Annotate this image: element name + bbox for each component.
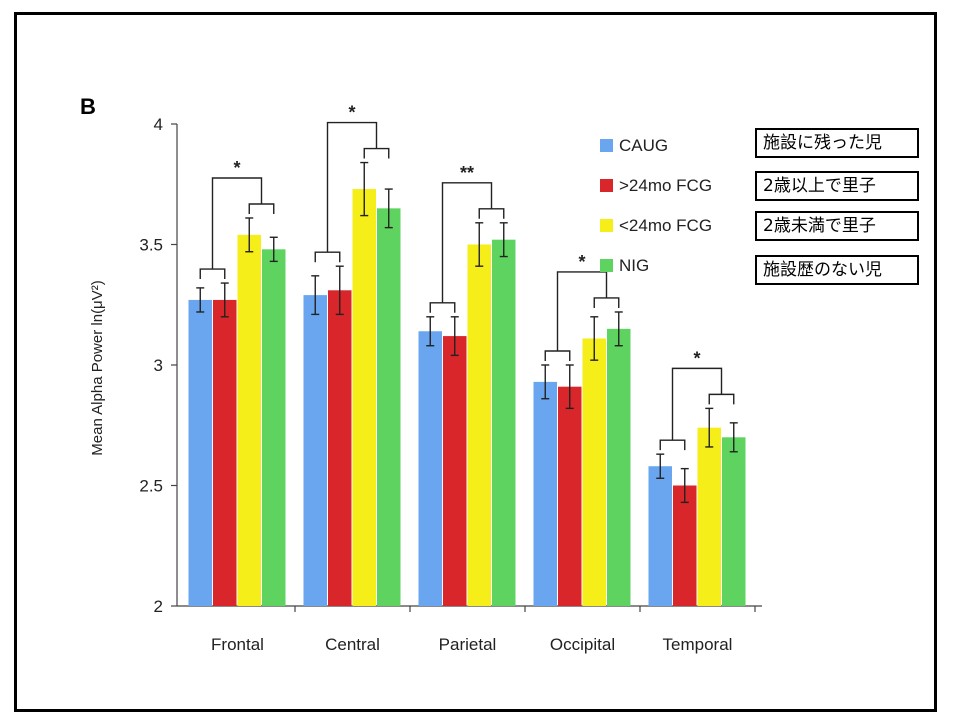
annotation-late-foster: 2歳以上で里子 [755, 171, 919, 201]
y-tick-label: 4 [154, 115, 163, 134]
sig-bracket-left [429, 302, 456, 313]
annotation-nig: 施設歴のない児 [755, 255, 919, 285]
sig-star: * [233, 158, 240, 178]
bar [582, 338, 606, 606]
sig-star: * [693, 348, 700, 368]
chart-bars [188, 189, 746, 607]
legend-swatch [600, 179, 613, 192]
sig-bracket-right [363, 147, 390, 159]
x-tick-label: Temporal [663, 635, 733, 654]
bar [213, 299, 237, 606]
sig-bracket-right [248, 203, 275, 214]
bar [237, 234, 261, 607]
bar [328, 290, 352, 606]
sig-bracket-main [441, 182, 493, 303]
bar [648, 466, 672, 606]
legend-label: <24mo FCG [619, 216, 712, 235]
legend-swatch [600, 139, 613, 152]
legend-label: >24mo FCG [619, 176, 712, 195]
sig-bracket-left [314, 251, 341, 263]
sig-bracket-main [671, 367, 723, 441]
bar [492, 239, 516, 606]
bar [352, 189, 376, 606]
annotation-caug: 施設に残った児 [755, 128, 919, 158]
bar [697, 427, 721, 606]
bar [673, 485, 697, 606]
bar [262, 249, 286, 606]
bar [377, 208, 401, 606]
x-tick-label: Frontal [211, 635, 264, 654]
x-tick-label: Central [325, 635, 380, 654]
x-tick-label: Parietal [439, 635, 497, 654]
sig-bracket-right [593, 297, 620, 308]
sig-bracket-left [544, 350, 571, 361]
bar [607, 328, 631, 606]
sig-star: * [348, 103, 355, 123]
sig-star: * [578, 252, 585, 272]
sig-bracket-left [659, 439, 686, 451]
sig-bracket-right [708, 393, 735, 405]
significance-brackets: ****** [199, 103, 735, 451]
sig-bracket-right [478, 208, 505, 219]
y-tick-label: 3 [154, 356, 163, 375]
y-tick-label: 3.5 [139, 236, 163, 255]
sig-bracket-main [326, 121, 378, 253]
x-tick-label: Occipital [550, 635, 615, 654]
sig-bracket-left [199, 268, 226, 280]
bar [418, 331, 442, 606]
bar [558, 386, 582, 606]
legend-label: NIG [619, 256, 649, 275]
bar [533, 381, 557, 606]
figure-frame [14, 12, 937, 712]
y-axis-label: Mean Alpha Power ln(μV²) [89, 280, 106, 455]
sig-bracket-main [556, 271, 608, 351]
annotation-early-foster: 2歳未満で里子 [755, 211, 919, 241]
error-bars [196, 161, 738, 504]
legend-swatch [600, 219, 613, 232]
y-tick-label: 2.5 [139, 477, 163, 496]
y-tick-label: 2 [154, 597, 163, 616]
legend-label: CAUG [619, 136, 668, 155]
bar [722, 437, 746, 606]
bar [188, 299, 212, 606]
panel-label: B [80, 94, 96, 119]
legend-swatch [600, 259, 613, 272]
chart-legend: CAUG >24mo FCG <24mo FCG NIG [600, 136, 712, 275]
bar [303, 295, 327, 606]
bar [467, 244, 491, 606]
bar [443, 336, 467, 606]
sig-star: ** [460, 163, 474, 183]
sig-bracket-main [211, 177, 263, 270]
